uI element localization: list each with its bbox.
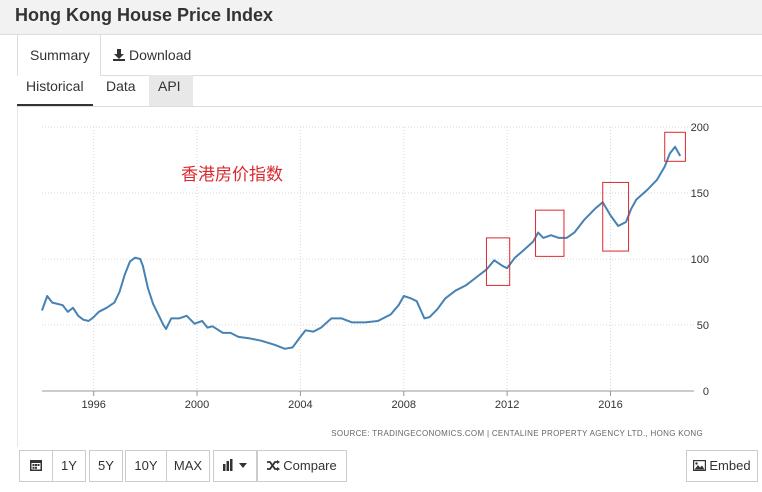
chart-type-button[interactable] (213, 450, 257, 482)
highlight-boxes (485, 131, 686, 286)
chart-source: SOURCE: TRADINGECONOMICS.COM | CENTALINE… (331, 429, 703, 438)
sub-tabs: Historical Data API (17, 75, 762, 107)
calendar-button[interactable] (19, 450, 53, 482)
tab-download-label: Download (129, 47, 192, 63)
tab-download[interactable]: Download (101, 35, 211, 75)
top-tabs: Summary Download (17, 35, 762, 76)
calendar-icon (30, 460, 42, 471)
page-title: Hong Kong House Price Index (15, 5, 274, 25)
embed-label: Embed (709, 458, 751, 473)
highlight-box (602, 181, 630, 252)
y-axis-ticks: 0 50 100 150 200 (691, 122, 709, 398)
tab-historical[interactable]: Historical (17, 75, 93, 106)
caret-down-icon (239, 463, 247, 468)
line-chart: 1996 2000 2004 2008 2012 2016 0 50 100 150 200 香港… (41, 122, 709, 438)
compare-button[interactable]: Compare (257, 450, 347, 482)
title-bar: Hong Kong House Price Index (0, 0, 762, 35)
range-10y-button[interactable]: 10Y (125, 450, 167, 482)
x-tick-label: 2004 (288, 399, 312, 411)
x-tick-label: 2016 (598, 399, 622, 411)
compare-label: Compare (283, 458, 337, 473)
chart-annotation: 香港房价指数 (181, 165, 283, 184)
tab-summary[interactable]: Summary (17, 35, 101, 76)
tab-api[interactable]: API (149, 75, 193, 106)
chart-grid (42, 126, 694, 395)
embed-button[interactable]: Embed (686, 450, 758, 482)
download-icon (113, 49, 125, 61)
tab-data[interactable]: Data (106, 78, 136, 94)
x-tick-label: 1996 (81, 399, 105, 411)
bar-chart-icon (223, 459, 233, 471)
subtabs-divider (17, 106, 762, 107)
x-tick-label: 2012 (495, 399, 519, 411)
highlight-box (535, 209, 565, 257)
chart-area: 1996 2000 2004 2008 2012 2016 0 50 100 150 200 香港… (17, 107, 762, 447)
series-line (41, 145, 682, 350)
x-axis-ticks: 1996 2000 2004 2008 2012 2016 (81, 391, 623, 411)
image-icon (693, 460, 707, 471)
highlight-box (485, 237, 511, 286)
x-tick-label: 2000 (185, 399, 209, 411)
x-tick-label: 2008 (392, 399, 416, 411)
y-tick-label: 150 (691, 188, 709, 200)
y-tick-label: 50 (697, 320, 709, 332)
shuffle-icon (267, 460, 281, 471)
tab-summary-label: Summary (30, 47, 90, 63)
tabs-divider (101, 75, 762, 76)
y-tick-label: 0 (703, 386, 709, 398)
y-tick-label: 100 (691, 254, 709, 266)
highlight-box (664, 131, 686, 162)
y-tick-label: 200 (691, 122, 709, 134)
range-5y-button[interactable]: 5Y (89, 450, 123, 482)
range-1y-button[interactable]: 1Y (52, 450, 86, 482)
range-max-button[interactable]: MAX (166, 450, 210, 482)
